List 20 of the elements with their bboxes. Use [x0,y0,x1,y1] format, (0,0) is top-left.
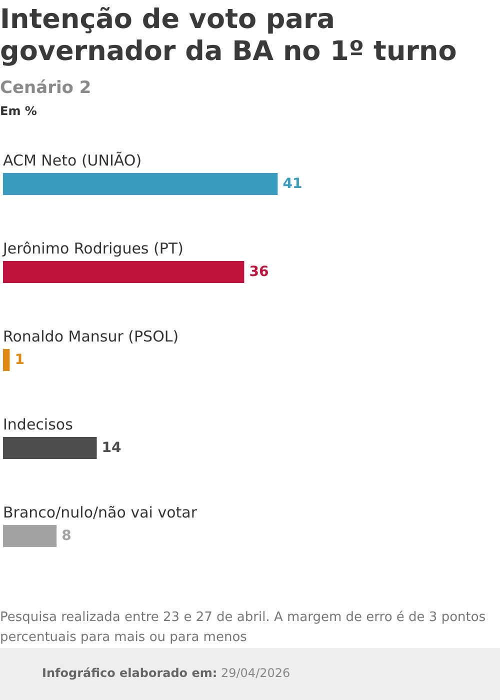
y-tick-label: Ronaldo Mansur (PSOL) [3,328,179,346]
y-tick-label: Branco/nulo/não vai votar [3,504,198,522]
bar [3,525,57,547]
data-label: 41 [282,176,302,192]
y-tick-label: ACM Neto (UNIÃO) [3,152,142,170]
y-tick-label: Jerônimo Rodrigues (PT) [2,240,184,258]
data-label: 1 [14,352,24,368]
bar [3,173,278,195]
chart-title: Intenção de voto para governador da BA no 1º turno [0,4,458,68]
y-tick-label: Indecisos [3,416,74,434]
text: Pesquisa realizada entre 23 e 27 de abril. A margem de erro é de 3 pontos percentuais para mais ou para menos [0,609,487,647]
bar [3,349,10,371]
text: Infográfico elaborado em: 29/04/2026 [42,666,290,680]
bar [3,437,97,459]
data-label: 14 [102,440,122,456]
data-label: 8 [62,528,72,544]
chart-subtitle: Cenário 2 [0,78,92,98]
data-label: 36 [249,264,269,280]
annotation: Em % [0,104,37,118]
bar [3,261,244,283]
